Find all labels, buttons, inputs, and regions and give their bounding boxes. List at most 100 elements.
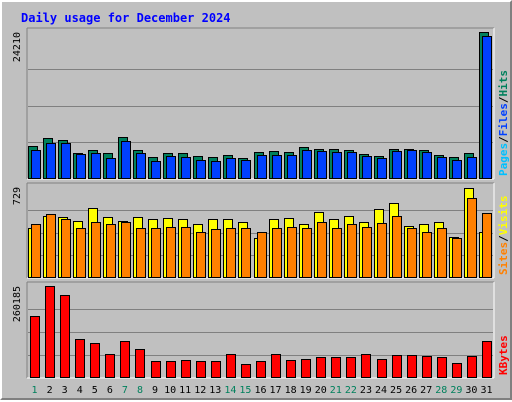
legend-part: Sites [497, 242, 510, 275]
bar-files [196, 160, 206, 179]
bar-files [332, 152, 342, 179]
bar-sites [181, 227, 191, 278]
bar-sites [317, 222, 327, 278]
bar-files [407, 150, 417, 179]
bar-sites [211, 229, 221, 278]
bar-kbytes [196, 361, 206, 378]
series-legend-label: Sites/Visits [497, 196, 510, 276]
bar-kbytes [105, 354, 115, 378]
bar-sites [196, 232, 206, 278]
bar-files [362, 156, 372, 179]
bar-sites [437, 228, 447, 278]
bar-files [226, 158, 236, 179]
day-label: 3 [62, 385, 68, 396]
bar-files [166, 156, 176, 179]
bar-kbytes [361, 354, 371, 378]
bar-sites [287, 227, 297, 278]
bar-kbytes [316, 357, 326, 378]
bar-kbytes [467, 356, 477, 378]
bar-files [151, 161, 161, 179]
legend-part: Hits [497, 70, 510, 97]
bar-files [181, 157, 191, 179]
bar-sites [31, 224, 41, 278]
day-label: 15 [239, 385, 251, 396]
bar-sites [422, 232, 432, 278]
bar-sites [392, 216, 402, 278]
bar-kbytes [407, 355, 417, 378]
legend-part: KBytes [497, 335, 510, 375]
bar-kbytes [90, 343, 100, 378]
bar-kbytes [482, 341, 492, 378]
chart-title: Daily usage for December 2024 [21, 11, 231, 25]
bar-sites [362, 227, 372, 278]
bar-files [467, 157, 477, 179]
series-legend-label: KBytes [497, 335, 510, 375]
bar-kbytes [211, 361, 221, 378]
bar-files [211, 161, 221, 179]
bar-sites [332, 228, 342, 278]
bar-kbytes [286, 360, 296, 378]
legend-part: / [497, 96, 510, 103]
bar-files [392, 151, 402, 179]
day-label: 18 [285, 385, 297, 396]
bar-sites [136, 228, 146, 278]
bar-sites [151, 228, 161, 278]
legend-part: Files [497, 103, 510, 136]
bar-sites [407, 228, 417, 278]
bar-kbytes [75, 339, 85, 378]
bar-kbytes [135, 349, 145, 378]
bar-kbytes [241, 364, 251, 378]
day-label: 2 [47, 385, 53, 396]
day-label: 1 [32, 385, 38, 396]
bar-kbytes [120, 341, 130, 378]
y-max-label: 260185 [12, 286, 23, 322]
bar-kbytes [392, 355, 402, 378]
bar-files [272, 155, 282, 179]
day-label: 19 [300, 385, 312, 396]
bar-sites [166, 227, 176, 278]
bar-kbytes [346, 357, 356, 378]
day-label: 21 [330, 385, 342, 396]
bar-sites [91, 222, 101, 278]
day-label: 12 [194, 385, 206, 396]
day-label: 17 [270, 385, 282, 396]
bar-sites [46, 214, 56, 278]
bar-kbytes [452, 363, 462, 378]
bar-sites [76, 228, 86, 278]
day-label: 7 [122, 385, 128, 396]
bar-files [61, 143, 71, 179]
bar-sites [302, 228, 312, 278]
series-legend-label: Pages/Files/Hits [497, 70, 510, 176]
bar-kbytes [331, 357, 341, 378]
bar-files [257, 155, 267, 179]
day-label: 31 [480, 385, 492, 396]
day-label: 9 [152, 385, 158, 396]
bar-kbytes [271, 354, 281, 378]
day-label: 30 [465, 385, 477, 396]
bar-kbytes [226, 354, 236, 378]
bar-sites [106, 224, 116, 278]
day-label: 8 [137, 385, 143, 396]
bar-sites [272, 228, 282, 278]
bar-sites [482, 213, 492, 278]
bar-files [302, 150, 312, 179]
bar-kbytes [301, 359, 311, 378]
day-label: 4 [77, 385, 83, 396]
day-label: 25 [390, 385, 402, 396]
y-max-label: 24210 [12, 32, 23, 62]
bar-sites [61, 219, 71, 278]
bar-kbytes [45, 286, 55, 378]
legend-part: Visits [497, 196, 510, 236]
bar-files [76, 154, 86, 179]
bar-sites [257, 232, 267, 278]
bar-files [31, 150, 41, 179]
bar-files [347, 152, 357, 179]
legend-part: Pages [497, 143, 510, 176]
bar-kbytes [60, 295, 70, 378]
legend-part: / [497, 235, 510, 242]
bar-kbytes [377, 359, 387, 378]
bar-files [317, 151, 327, 179]
day-label: 28 [435, 385, 447, 396]
y-max-label: 729 [12, 187, 23, 205]
